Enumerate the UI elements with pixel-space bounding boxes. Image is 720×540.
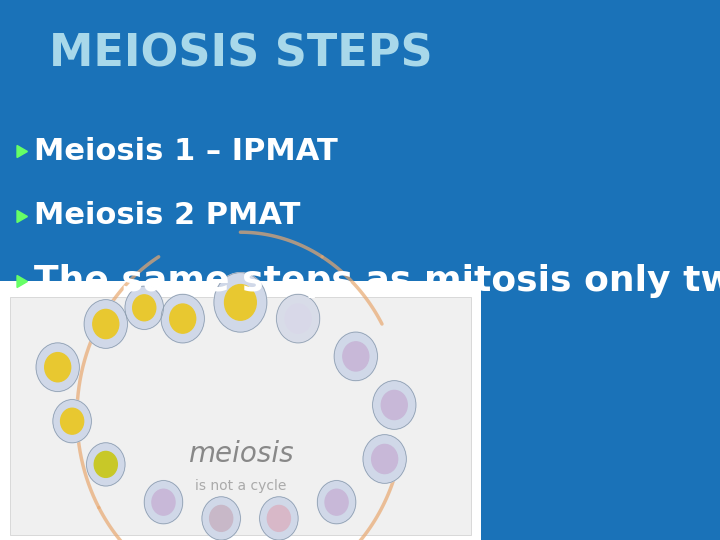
Circle shape <box>125 286 163 329</box>
Circle shape <box>372 444 397 474</box>
FancyBboxPatch shape <box>9 297 471 535</box>
Circle shape <box>343 342 369 371</box>
Circle shape <box>334 332 377 381</box>
Text: MEIOSIS STEPS: MEIOSIS STEPS <box>48 32 432 76</box>
FancyBboxPatch shape <box>0 281 481 540</box>
Circle shape <box>144 481 183 524</box>
Circle shape <box>53 400 91 443</box>
Text: meiosis: meiosis <box>188 440 293 468</box>
Circle shape <box>363 435 406 483</box>
FancyBboxPatch shape <box>0 0 481 281</box>
Circle shape <box>152 489 175 515</box>
Circle shape <box>170 304 196 333</box>
Circle shape <box>161 294 204 343</box>
Circle shape <box>93 309 119 339</box>
Text: The same steps as mitosis only twice: The same steps as mitosis only twice <box>34 264 720 298</box>
Circle shape <box>210 505 233 531</box>
Text: Meiosis 2 PMAT: Meiosis 2 PMAT <box>34 201 300 231</box>
Circle shape <box>202 497 240 540</box>
Circle shape <box>260 497 298 540</box>
Circle shape <box>225 285 256 320</box>
Circle shape <box>86 443 125 486</box>
Circle shape <box>285 304 311 333</box>
Circle shape <box>267 505 290 531</box>
Text: Meiosis 1 – IPMAT: Meiosis 1 – IPMAT <box>34 137 338 166</box>
Circle shape <box>276 294 320 343</box>
Circle shape <box>214 273 267 332</box>
Circle shape <box>94 451 117 477</box>
Circle shape <box>325 489 348 515</box>
Circle shape <box>36 343 79 391</box>
Circle shape <box>60 408 84 434</box>
Circle shape <box>84 300 127 348</box>
Circle shape <box>132 295 156 321</box>
Circle shape <box>373 381 416 429</box>
Circle shape <box>382 390 408 420</box>
Circle shape <box>45 353 71 382</box>
Text: is not a cycle: is not a cycle <box>194 479 286 493</box>
Circle shape <box>318 481 356 524</box>
